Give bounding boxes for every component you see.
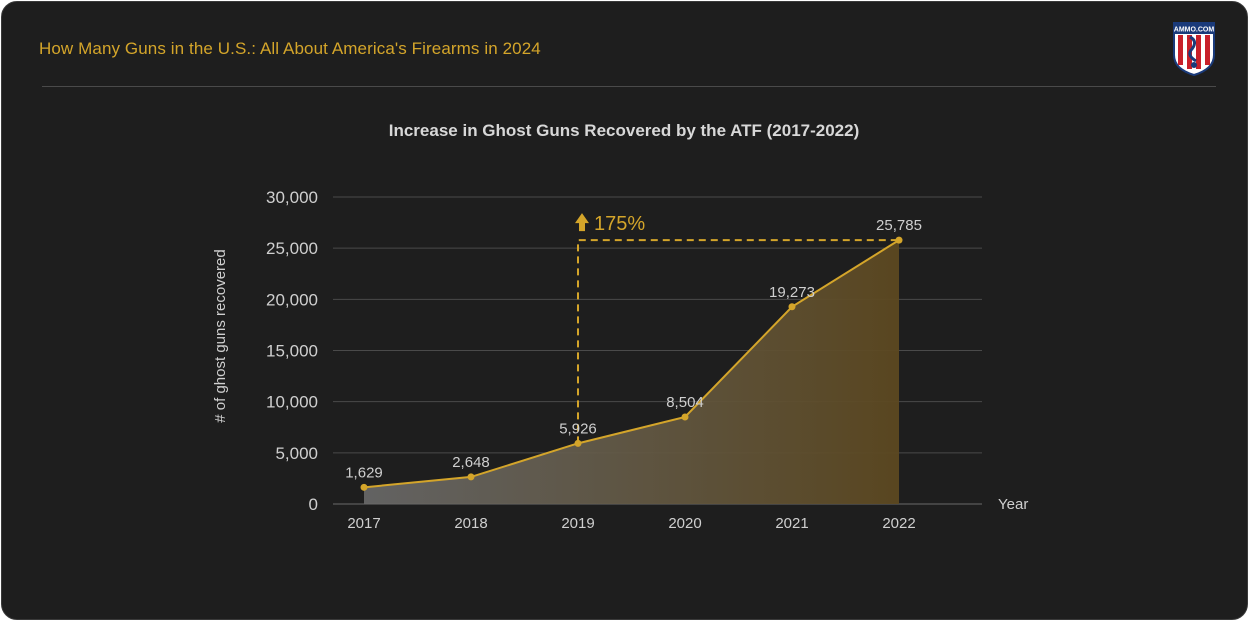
x-tick-label: 2019: [561, 515, 594, 532]
x-tick-label: 2022: [882, 515, 915, 532]
arrow-up-icon: [575, 213, 589, 232]
y-tick-label: 5,000: [275, 444, 318, 463]
data-label: 25,785: [876, 217, 922, 234]
header-divider: [42, 86, 1216, 87]
y-tick-label: 20,000: [266, 290, 318, 309]
series-area: [364, 240, 899, 505]
change-annotation: 175%: [594, 213, 645, 235]
x-tick-label: 2017: [347, 515, 380, 532]
data-label: 1,629: [345, 464, 383, 481]
x-tick-label: 2018: [454, 515, 487, 532]
data-point: [360, 483, 368, 491]
data-point: [681, 413, 689, 421]
page-title: How Many Guns in the U.S.: All About Ame…: [39, 39, 541, 58]
y-tick-label: 0: [309, 495, 318, 514]
x-axis-label: Year: [998, 496, 1028, 513]
x-tick-label: 2021: [775, 515, 808, 532]
chart-title: Increase in Ghost Guns Recovered by the …: [389, 121, 860, 140]
y-tick-label: 15,000: [266, 342, 318, 361]
series-line: [363, 239, 900, 489]
x-tick-label: 2020: [668, 515, 701, 532]
y-tick-label: 30,000: [266, 188, 318, 207]
ammo-logo: AMMO.COM: [1170, 17, 1218, 77]
data-label: 5,926: [559, 420, 597, 437]
y-tick-label: 10,000: [266, 393, 318, 412]
data-point: [574, 439, 582, 447]
data-point: [467, 473, 475, 481]
data-label: 2,648: [452, 454, 490, 471]
data-label: 8,504: [666, 394, 704, 411]
data-point: [788, 303, 796, 311]
y-tick-label: 25,000: [266, 239, 318, 258]
data-label: 19,273: [769, 284, 815, 301]
data-point: [895, 236, 903, 244]
logo-text: AMMO.COM: [1174, 27, 1215, 34]
y-axis-label: # of ghost guns recovered: [212, 249, 229, 422]
